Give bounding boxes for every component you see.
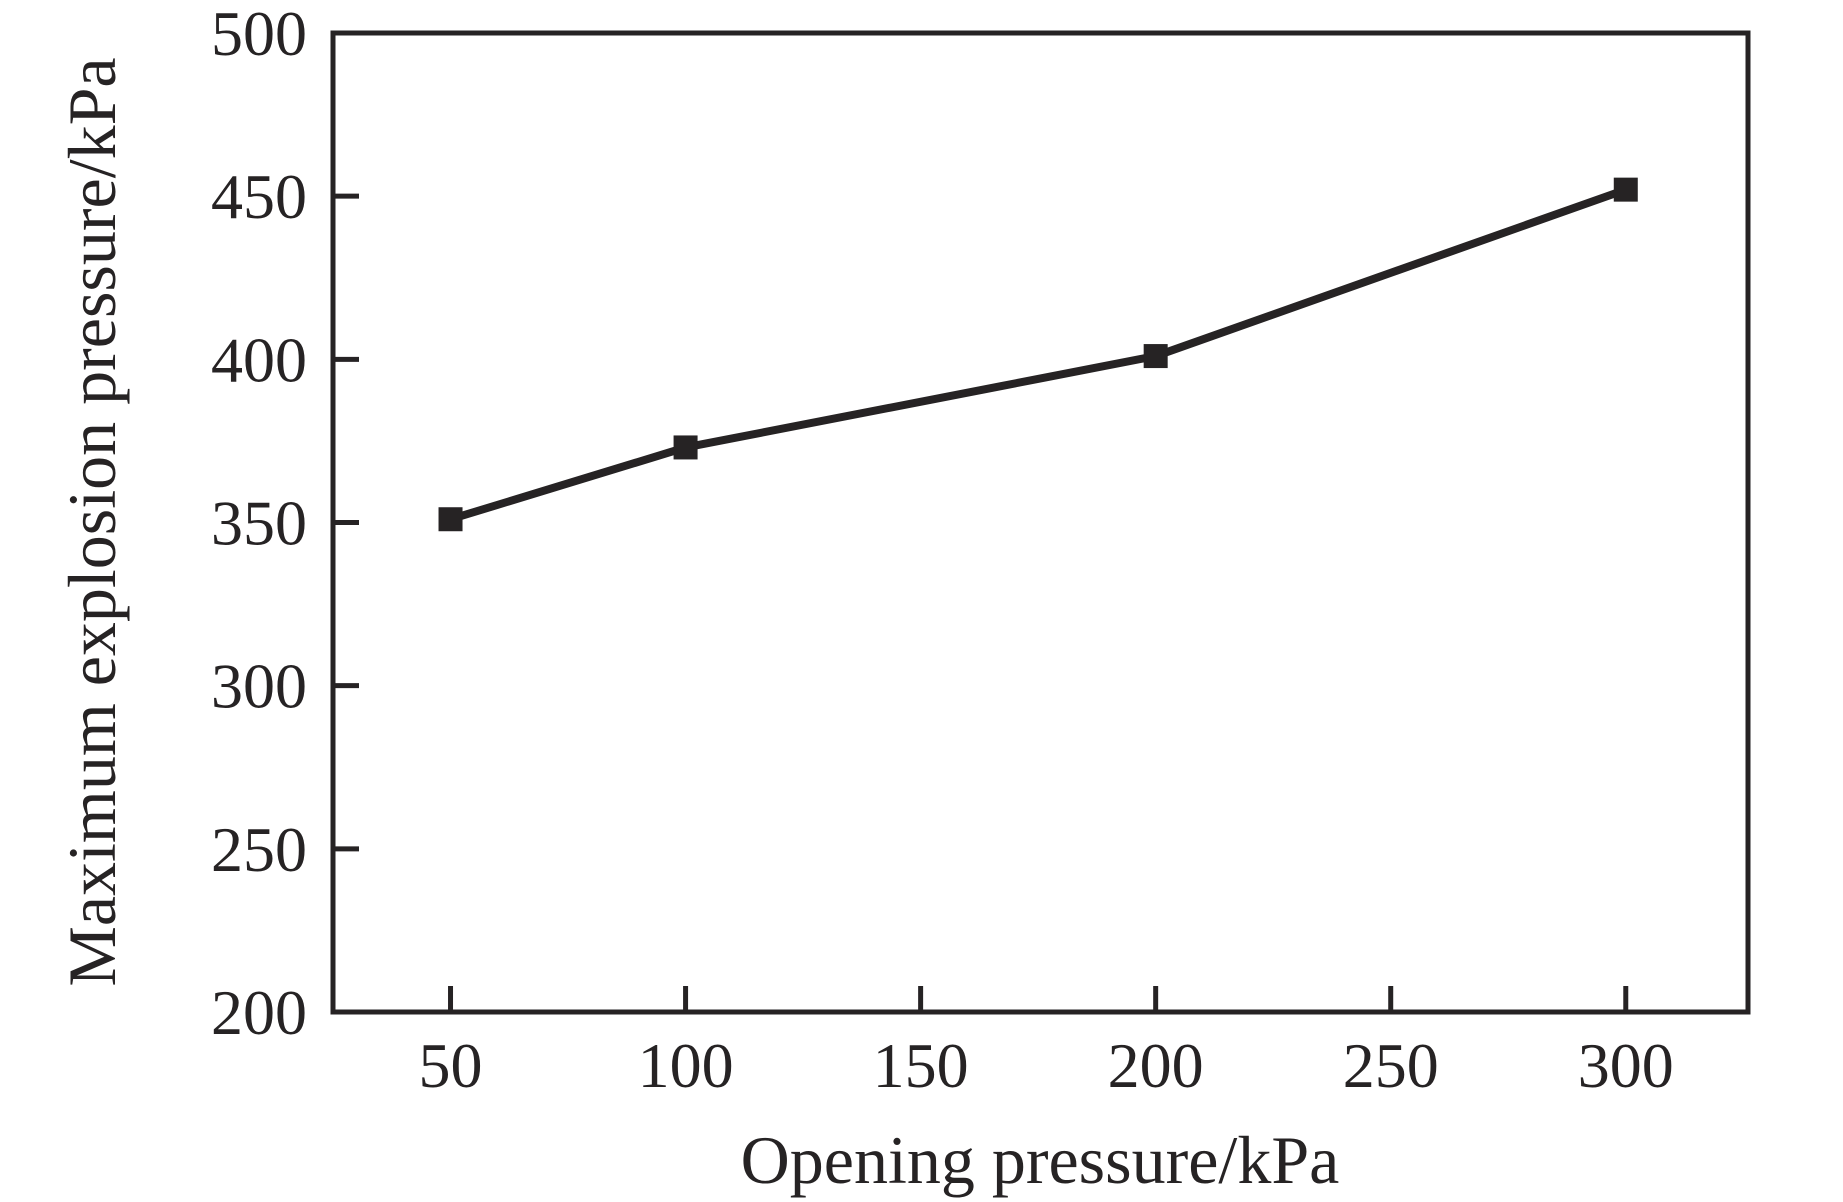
- x-tick-label: 150: [873, 1030, 969, 1101]
- x-tick-label: 300: [1578, 1030, 1674, 1101]
- y-tick-label: 450: [211, 161, 307, 232]
- x-tick-label: 200: [1108, 1030, 1204, 1101]
- data-point-marker: [1143, 344, 1168, 369]
- y-tick-label: 300: [211, 651, 307, 722]
- y-tick-label: 350: [211, 488, 307, 559]
- y-tick-label: 250: [211, 814, 307, 885]
- x-tick-label: 250: [1343, 1030, 1439, 1101]
- series-line: [449, 185, 1628, 524]
- data-point-marker: [1613, 177, 1638, 202]
- plot-frame: [330, 30, 1751, 1015]
- data-point-marker: [673, 435, 698, 460]
- y-tick-label: 400: [211, 324, 307, 395]
- y-axis-title: Maximum explosion pressure/kPa: [54, 57, 130, 986]
- x-axis-title: Opening pressure/kPa: [741, 1122, 1340, 1198]
- y-tick-label: 200: [211, 977, 307, 1048]
- x-tick-label: 50: [419, 1030, 483, 1101]
- axis-tick-labels: 50 100 150 200 250 300 200 250 300 350 400 450 500: [211, 0, 1674, 1101]
- axis-ticks: [335, 30, 1629, 1015]
- data-point-marker: [438, 507, 463, 532]
- y-tick-label: 500: [211, 0, 307, 69]
- x-tick-label: 100: [638, 1030, 734, 1101]
- data-series: [438, 177, 1638, 532]
